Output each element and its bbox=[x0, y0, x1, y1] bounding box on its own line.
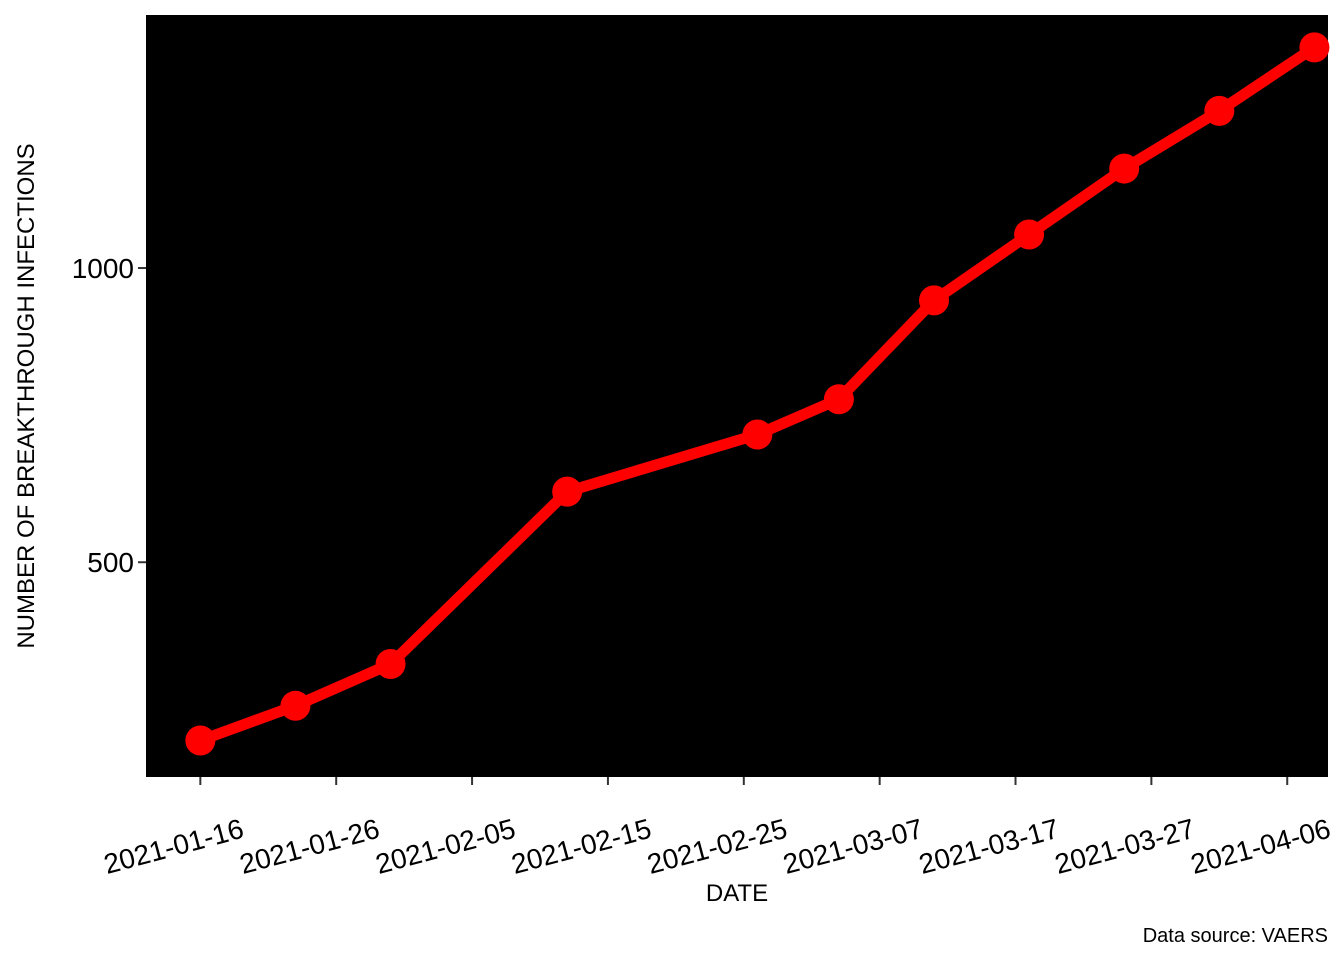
x-tick-label: 2021-03-17 bbox=[916, 813, 1062, 880]
data-point bbox=[1014, 219, 1045, 250]
y-tick-label: 1000 bbox=[72, 253, 134, 284]
x-tick-label: 2021-02-05 bbox=[372, 813, 518, 880]
data-point bbox=[375, 649, 406, 680]
y-axis: 500 1000 bbox=[72, 253, 146, 578]
y-tick-label: 500 bbox=[87, 547, 134, 578]
series-layer bbox=[185, 32, 1330, 756]
x-tick-label: 2021-02-15 bbox=[508, 813, 654, 880]
data-point bbox=[1204, 95, 1235, 126]
x-tick-label: 2021-02-25 bbox=[644, 813, 790, 880]
data-point bbox=[742, 419, 773, 450]
plot-panel bbox=[146, 15, 1328, 777]
x-tick-label: 2021-03-07 bbox=[780, 813, 926, 880]
x-tick-label: 2021-01-26 bbox=[236, 813, 382, 880]
data-point bbox=[1299, 32, 1330, 63]
data-point bbox=[185, 725, 216, 756]
data-point bbox=[1109, 153, 1140, 184]
data-point bbox=[552, 476, 583, 507]
x-tick-label: 2021-04-06 bbox=[1187, 813, 1333, 880]
x-tick-label: 2021-01-16 bbox=[101, 813, 247, 880]
y-axis-title: NUMBER OF BREAKTHROUGH INFECTIONS bbox=[13, 143, 40, 648]
x-axis-title: DATE bbox=[706, 880, 768, 907]
data-point bbox=[280, 690, 311, 721]
data-point bbox=[823, 384, 854, 415]
x-axis: 2021-01-162021-01-262021-02-052021-02-15… bbox=[101, 777, 1334, 880]
data-point bbox=[919, 285, 949, 316]
x-tick-label: 2021-03-27 bbox=[1052, 813, 1198, 880]
data-source-caption: Data source: VAERS bbox=[1143, 925, 1328, 947]
